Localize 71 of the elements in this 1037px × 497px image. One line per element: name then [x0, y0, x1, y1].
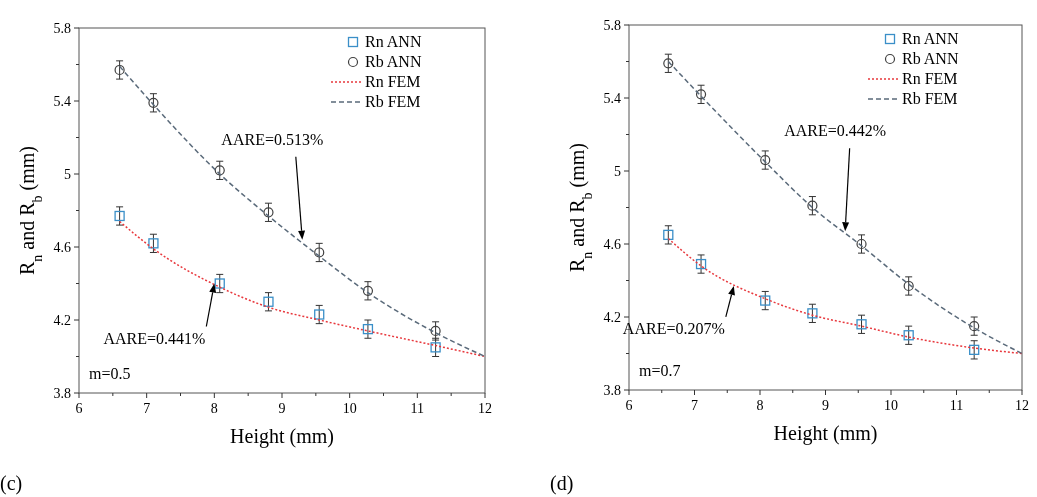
- annotation: AARE=0.442%: [784, 122, 887, 140]
- x-tick-label: 12: [478, 401, 492, 416]
- legend-label: Rb ANN: [365, 53, 422, 70]
- y-tick-label: 3.8: [53, 386, 71, 401]
- x-tick-label: 9: [278, 401, 286, 416]
- y-tick-label: 5: [64, 167, 71, 182]
- point: [263, 296, 274, 307]
- y-tick-label: 5: [614, 164, 621, 179]
- point: [314, 247, 325, 258]
- legend-label: Rn ANN: [902, 30, 959, 47]
- point: [903, 330, 914, 341]
- x-tick-label: 10: [884, 398, 898, 413]
- point: [214, 278, 225, 289]
- point: [856, 238, 867, 250]
- point: [856, 319, 867, 330]
- y-tick-label: 5.4: [603, 91, 621, 106]
- point: [807, 308, 818, 319]
- y-tick-label: 4.2: [53, 313, 71, 328]
- y-tick-label: 4.2: [603, 310, 621, 325]
- x-tick-label: 7: [143, 401, 151, 416]
- legend-label: Rb FEM: [365, 93, 421, 110]
- x-tick-label: 6: [75, 401, 83, 416]
- point: [695, 258, 707, 270]
- x-tick-label: 7: [691, 398, 698, 413]
- x-tick-label: 9: [822, 398, 829, 413]
- point: [362, 323, 374, 335]
- text: (c): [0, 472, 23, 495]
- annotation: m=0.7: [639, 362, 681, 379]
- legend-label: Rn FEM: [902, 70, 958, 87]
- point: [148, 97, 159, 108]
- annotation: m=0.5: [89, 365, 131, 382]
- y-tick-label: 4.6: [53, 240, 71, 255]
- point: [214, 165, 225, 176]
- x-tick-label: 6: [625, 398, 633, 413]
- x-tick-label: 10: [342, 401, 357, 416]
- annotation: AARE=0.441%: [103, 329, 206, 347]
- y-tick-label: 5.8: [603, 18, 621, 33]
- x-axis-title: Height (mm): [773, 422, 878, 445]
- y-tick-label: 5.4: [53, 94, 71, 109]
- point: [903, 280, 914, 292]
- point: [663, 58, 674, 69]
- x-tick-label: 8: [756, 398, 764, 413]
- point: [362, 285, 374, 296]
- y-tick-label: 5.8: [53, 21, 71, 36]
- annotation: AARE=0.207%: [622, 319, 725, 337]
- point: [807, 200, 818, 211]
- x-tick-label: 12: [1015, 398, 1029, 413]
- x-tick-label: 11: [949, 398, 964, 413]
- point: [663, 229, 674, 241]
- point: [695, 89, 707, 100]
- point: [430, 325, 441, 337]
- point: [969, 344, 980, 355]
- legend-label: Rn ANN: [365, 33, 422, 50]
- point: [148, 238, 159, 249]
- point: [314, 309, 325, 320]
- point: [760, 154, 771, 166]
- legend-label: Rb ANN: [902, 50, 959, 67]
- point: [760, 295, 771, 306]
- legend-label: Rb FEM: [902, 90, 958, 107]
- x-tick-label: 8: [210, 401, 218, 416]
- point: [263, 207, 274, 218]
- text: (d): [550, 472, 574, 495]
- legend-label: Rn FEM: [365, 73, 421, 90]
- annotation: AARE=0.513%: [221, 130, 324, 148]
- x-tick-label: 11: [410, 401, 425, 416]
- y-tick-label: 4.6: [603, 237, 621, 252]
- point: [114, 64, 125, 76]
- x-axis-title: Height (mm): [230, 425, 334, 448]
- y-tick-label: 3.8: [603, 383, 621, 398]
- point: [114, 210, 125, 222]
- point: [969, 321, 980, 332]
